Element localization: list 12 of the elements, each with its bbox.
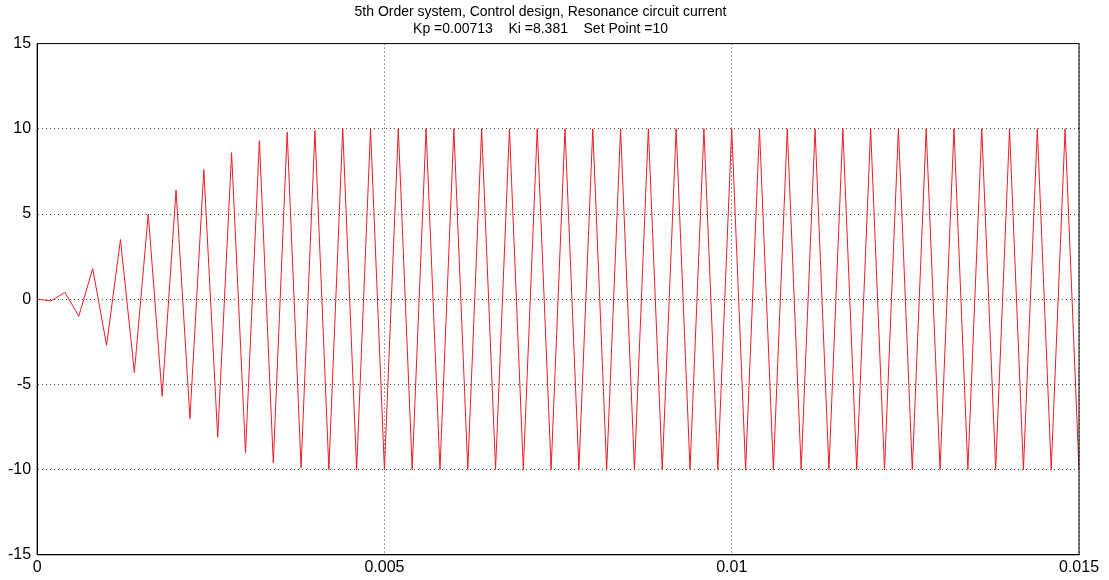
chart-subtitle: Kp =0.00713 Ki =8.381 Set Point =10 <box>413 20 669 37</box>
y-tick-label: -10 <box>8 460 32 478</box>
chart-title: 5th Order system, Control design, Resonance circuit current <box>354 3 727 20</box>
y-tick-label: -15 <box>8 545 32 563</box>
y-tick-label: -5 <box>16 374 32 392</box>
y-tick-label: 10 <box>13 119 32 137</box>
y-tick-label: 0 <box>22 289 32 307</box>
x-tick-label: 0.005 <box>364 557 405 575</box>
y-tick-label: 5 <box>22 204 32 222</box>
x-tick-label: 0.01 <box>716 557 748 575</box>
x-tick-label: 0.015 <box>1058 557 1100 575</box>
y-tick-label: 15 <box>13 34 32 52</box>
